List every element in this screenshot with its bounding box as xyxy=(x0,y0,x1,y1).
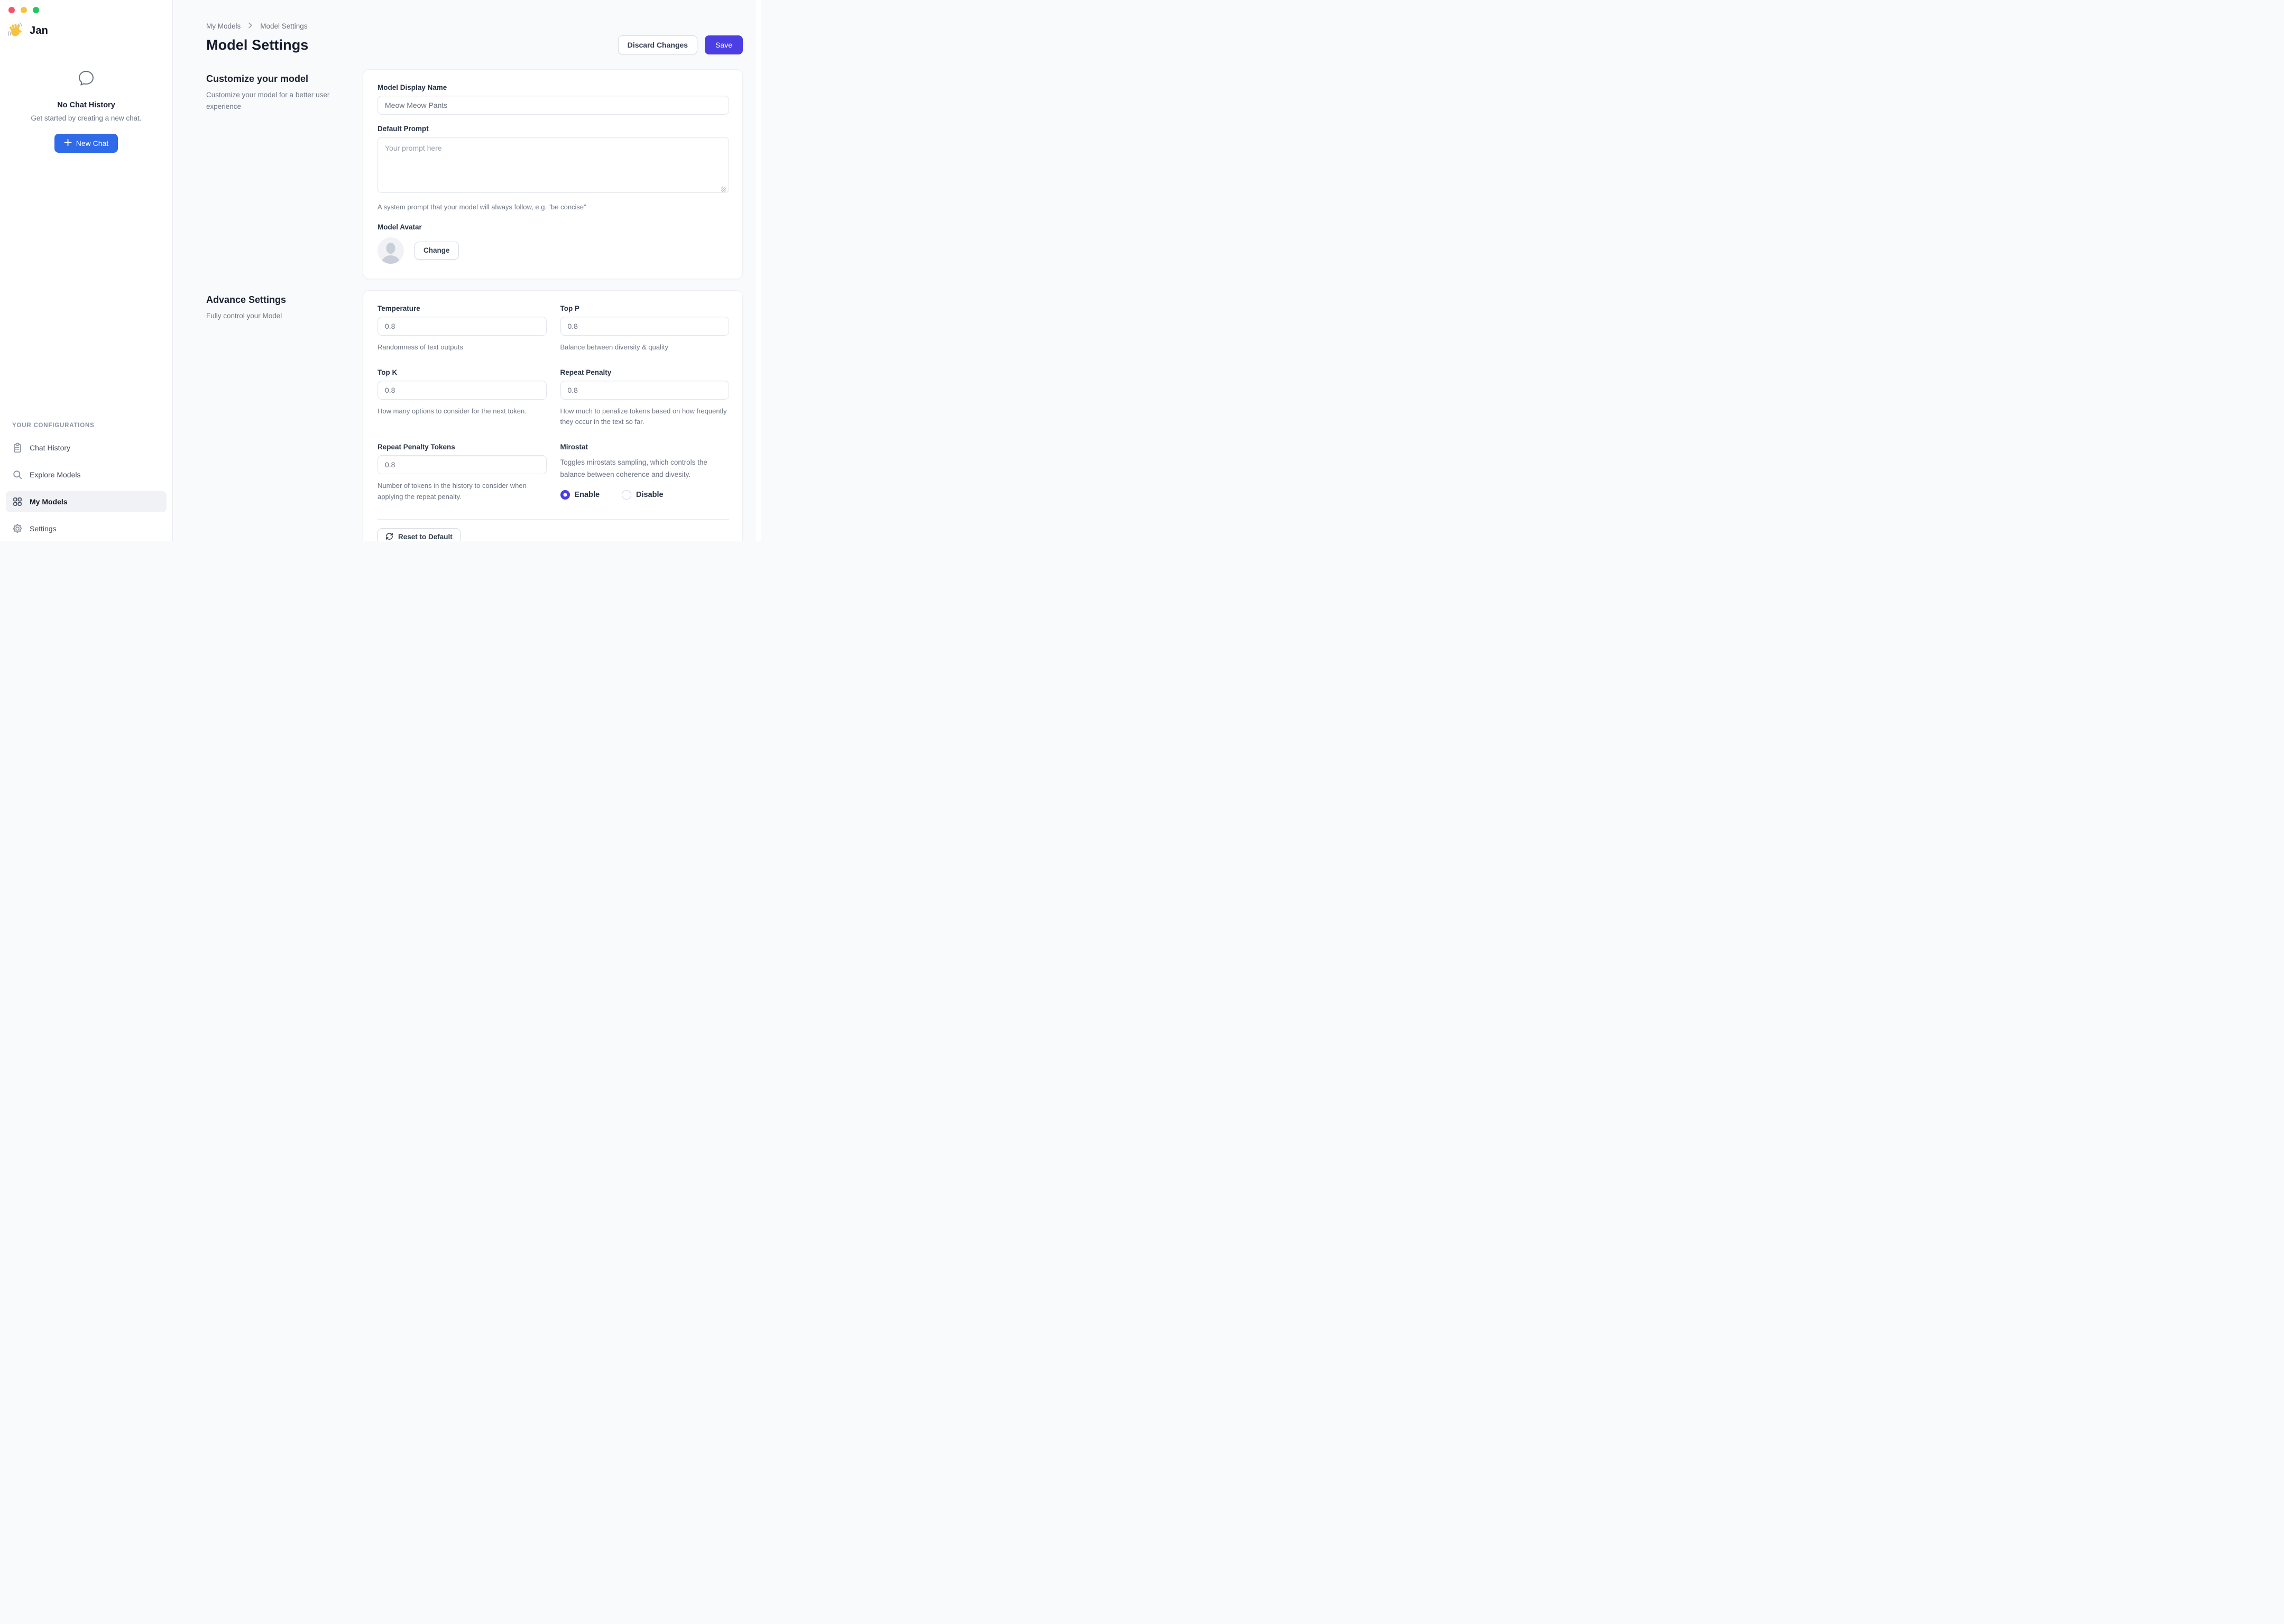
top-k-label: Top K xyxy=(377,368,398,376)
new-chat-button[interactable]: New Chat xyxy=(54,134,118,153)
window-controls xyxy=(0,0,172,13)
resize-handle[interactable] xyxy=(721,187,726,192)
radio-unselected-icon[interactable] xyxy=(622,490,632,500)
breadcrumb-model-settings: Model Settings xyxy=(260,22,308,30)
top-k-helper: How many options to consider for the nex… xyxy=(377,407,527,415)
change-avatar-button[interactable]: Change xyxy=(415,241,459,260)
scrollbar[interactable] xyxy=(756,0,761,541)
configurations-section-header: YOUR CONFIGURATIONS xyxy=(12,422,95,429)
chat-bubble-icon xyxy=(77,69,96,90)
waving-hand-icon xyxy=(7,21,25,41)
model-avatar-label: Model Avatar xyxy=(377,223,422,231)
avatar xyxy=(377,237,404,264)
mirostat-description: Toggles mirostats sampling, which contro… xyxy=(560,458,707,479)
model-display-name-label: Model Display Name xyxy=(377,84,447,91)
advance-heading: Advance Settings xyxy=(206,294,287,305)
top-p-input[interactable] xyxy=(560,316,729,336)
default-prompt-label: Default Prompt xyxy=(377,125,429,133)
zoom-window-button[interactable] xyxy=(33,7,39,13)
sidebar-navigation: YOUR CONFIGURATIONS Chat History xyxy=(0,422,172,541)
app-logo: Jan xyxy=(0,13,172,41)
mirostat-enable-option[interactable]: Enable xyxy=(560,490,600,500)
page-title: Model Settings xyxy=(206,37,309,53)
radio-selected-icon[interactable] xyxy=(560,490,570,500)
sidebar-item-settings[interactable]: Settings xyxy=(6,518,167,539)
header-actions: Discard Changes Save xyxy=(618,35,743,54)
main-content: My Models Model Settings Model Settings … xyxy=(173,0,761,541)
app-name: Jan xyxy=(30,25,49,36)
sidebar-item-my-models[interactable]: My Models xyxy=(6,491,167,512)
temperature-helper: Randomness of text outputs xyxy=(377,343,463,351)
mirostat-disable-option[interactable]: Disable xyxy=(622,490,664,500)
search-icon xyxy=(12,469,23,480)
sidebar: Jan No Chat History Get started by creat… xyxy=(0,0,173,541)
advance-subheading: Fully control your Model xyxy=(206,311,282,320)
breadcrumb: My Models Model Settings xyxy=(206,22,308,30)
sidebar-item-chat-history[interactable]: Chat History xyxy=(6,437,167,458)
repeat-penalty-tokens-input[interactable] xyxy=(377,455,547,475)
advance-section: Advance Settings Fully control your Mode… xyxy=(206,290,743,541)
breadcrumb-my-models[interactable]: My Models xyxy=(206,22,241,30)
discard-changes-button[interactable]: Discard Changes xyxy=(618,35,698,54)
repeat-penalty-tokens-label: Repeat Penalty Tokens xyxy=(377,443,455,451)
top-k-input[interactable] xyxy=(377,380,547,400)
default-prompt-textarea[interactable] xyxy=(377,137,729,193)
close-window-button[interactable] xyxy=(8,7,15,13)
temperature-label: Temperature xyxy=(377,304,420,312)
top-p-label: Top P xyxy=(560,304,580,312)
sidebar-item-explore-models[interactable]: Explore Models xyxy=(6,464,167,485)
plus-icon xyxy=(64,139,72,148)
gear-icon xyxy=(12,523,23,534)
minimize-window-button[interactable] xyxy=(21,7,27,13)
app-window: Jan No Chat History Get started by creat… xyxy=(0,0,761,541)
customize-section: Customize your model Customize your mode… xyxy=(206,69,743,279)
empty-state-subtitle: Get started by creating a new chat. xyxy=(31,114,142,122)
card-divider xyxy=(377,519,729,520)
top-p-helper: Balance between diversity & quality xyxy=(560,343,669,351)
default-prompt-helper: A system prompt that your model will alw… xyxy=(377,203,586,211)
page-header: My Models Model Settings Model Settings … xyxy=(206,21,743,54)
chat-empty-state: No Chat History Get started by creating … xyxy=(0,69,172,153)
refresh-icon xyxy=(385,532,393,541)
model-display-name-input[interactable] xyxy=(377,96,729,115)
advance-card: Temperature Randomness of text outputs T… xyxy=(363,290,743,541)
customize-card: Model Display Name Default Prompt A syst… xyxy=(363,69,743,279)
repeat-penalty-label: Repeat Penalty xyxy=(560,368,612,376)
repeat-penalty-tokens-helper: Number of tokens in the history to consi… xyxy=(377,482,527,501)
repeat-penalty-input[interactable] xyxy=(560,380,729,400)
empty-state-title: No Chat History xyxy=(57,101,115,109)
reset-to-default-button[interactable]: Reset to Default xyxy=(377,528,461,541)
clipboard-icon xyxy=(12,442,23,453)
chevron-right-icon xyxy=(248,22,253,30)
temperature-input[interactable] xyxy=(377,316,547,336)
repeat-penalty-helper: How much to penalize tokens based on how… xyxy=(560,407,727,426)
customize-subheading: Customize your model for a better user e… xyxy=(206,91,330,111)
customize-heading: Customize your model xyxy=(206,73,309,84)
grid-icon xyxy=(12,496,23,507)
save-button[interactable]: Save xyxy=(705,35,743,54)
mirostat-label: Mirostat xyxy=(560,443,588,451)
